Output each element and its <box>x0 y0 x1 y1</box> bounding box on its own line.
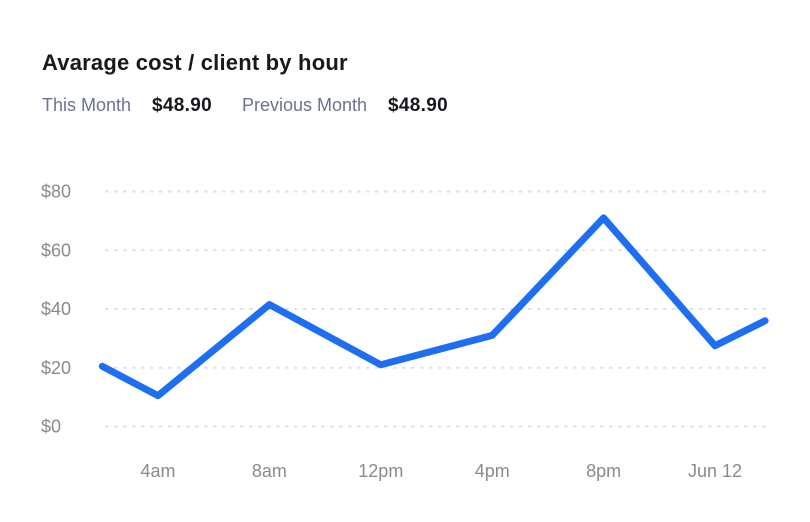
series-line-this-month <box>98 214 769 400</box>
legend-this-month-value: $48.90 <box>152 95 212 116</box>
legend-previous-month-value: $48.90 <box>388 95 448 116</box>
legend-this-month-label: This Month <box>42 95 132 115</box>
y-axis-tick-label: $40 <box>41 299 71 319</box>
legend-group-this-month: This Month $48.90 <box>42 95 212 117</box>
x-axis-tick-label: 4am <box>140 461 175 481</box>
x-axis-tick-label: 4pm <box>475 461 510 481</box>
chart-title: Avarage cost / client by hour <box>42 50 348 75</box>
x-axis-tick-label: 12pm <box>358 461 403 481</box>
y-axis-tick-label: $80 <box>41 182 71 202</box>
x-axis-tick-label: 8pm <box>586 461 621 481</box>
y-axis-tick-label: $20 <box>41 358 71 378</box>
chart-legend: This Month $48.90 Previous Month $48.90 <box>42 95 448 117</box>
x-axis-tick-label: Jun 12 <box>688 461 742 481</box>
y-axis-tick-label: $0 <box>41 417 61 437</box>
legend-group-previous-month: Previous Month $48.90 <box>242 95 448 117</box>
x-axis-tick-label: 8am <box>252 461 287 481</box>
legend-previous-month-label: Previous Month <box>241 95 368 115</box>
y-axis-tick-label: $60 <box>41 240 71 260</box>
